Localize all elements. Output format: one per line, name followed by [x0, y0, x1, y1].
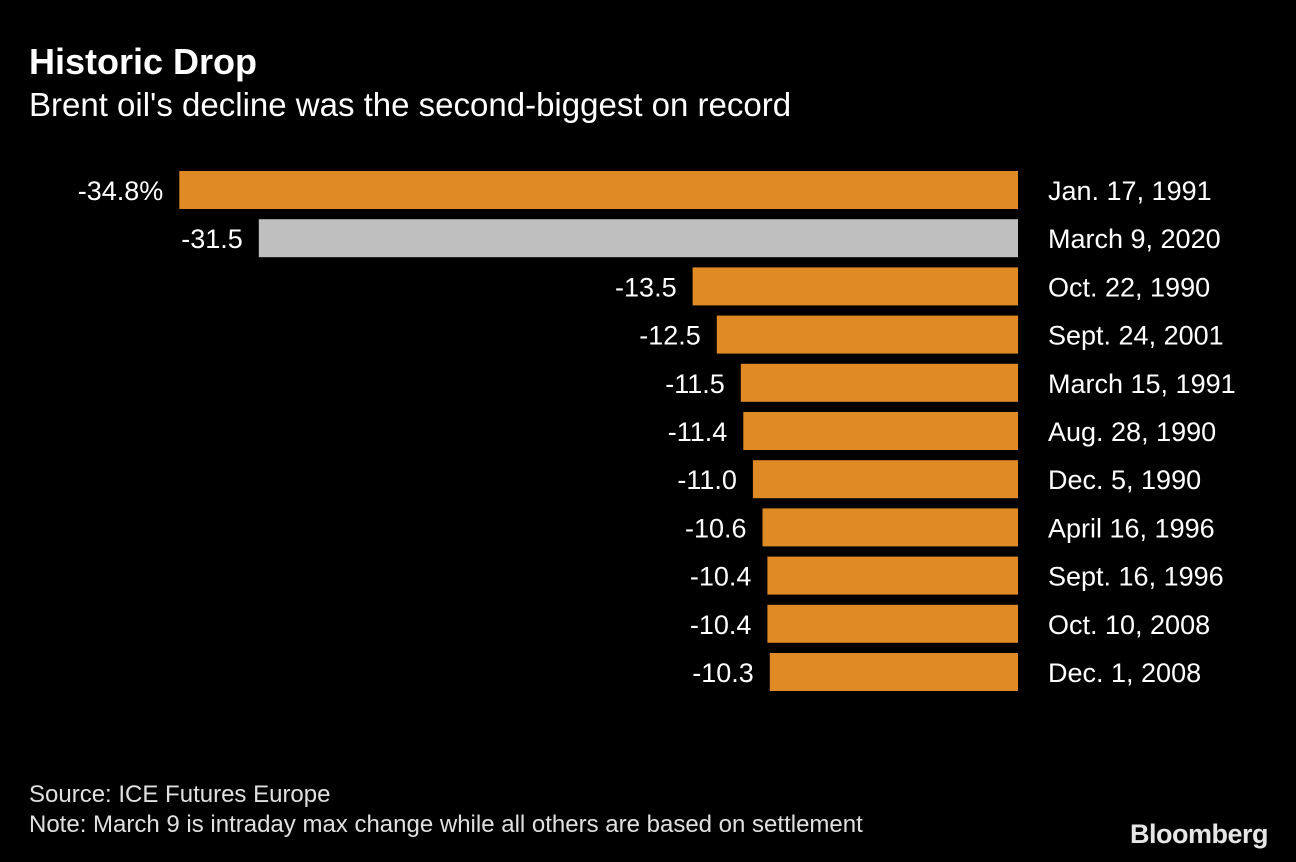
source-note: Source: ICE Futures Europe	[29, 781, 331, 808]
bar-value-label: -13.5	[615, 272, 677, 302]
bloomberg-logo: Bloomberg	[1129, 819, 1269, 849]
category-label: Dec. 5, 1990	[1048, 465, 1201, 495]
chart-subtitle: Brent oil's decline was the second-bigge…	[29, 86, 792, 123]
category-label: March 15, 1991	[1048, 369, 1236, 399]
bar-highlight	[258, 219, 1018, 258]
bar-value-label: -34.8%	[78, 176, 164, 206]
bar	[769, 653, 1018, 691]
bar-value-label: -10.4	[690, 610, 752, 640]
bar-value-label: -12.5	[639, 321, 701, 351]
category-label: Oct. 10, 2008	[1048, 610, 1210, 640]
bar	[752, 460, 1018, 499]
bar	[762, 508, 1018, 547]
bar	[692, 267, 1018, 306]
category-label: Sept. 24, 2001	[1048, 321, 1224, 351]
category-label: Aug. 28, 1990	[1048, 417, 1216, 447]
bar	[767, 604, 1018, 643]
chart-title: Historic Drop	[29, 41, 258, 82]
bar	[743, 412, 1018, 450]
methodology-note: Note: March 9 is intraday max change whi…	[29, 811, 863, 838]
bar-value-label: -31.5	[181, 224, 243, 254]
bar-value-label: -11.0	[677, 465, 737, 495]
bar-value-label: -10.6	[685, 513, 747, 543]
category-label: March 9, 2020	[1048, 224, 1221, 254]
category-label: Dec. 1, 2008	[1048, 658, 1201, 688]
bar	[740, 363, 1018, 402]
category-label: April 16, 1996	[1048, 513, 1215, 543]
category-label: Jan. 17, 1991	[1048, 176, 1212, 206]
bar-value-label: -11.5	[665, 369, 725, 399]
bar-value-label: -10.4	[690, 562, 752, 592]
bar-value-label: -10.3	[692, 658, 754, 688]
category-label: Oct. 22, 1990	[1048, 272, 1210, 302]
bar	[179, 171, 1019, 209]
bar	[716, 315, 1019, 354]
bar-value-label: -11.4	[668, 417, 728, 447]
bar	[767, 556, 1018, 595]
category-label: Sept. 16, 1996	[1048, 562, 1224, 592]
